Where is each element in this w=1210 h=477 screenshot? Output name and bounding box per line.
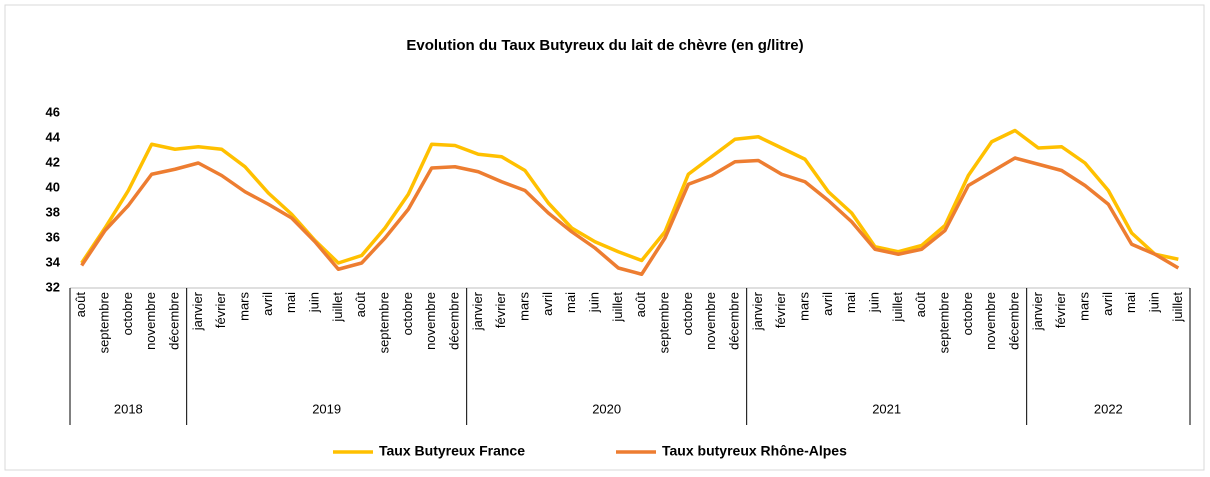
x-tick-label: mars <box>516 292 531 321</box>
y-tick-label: 38 <box>46 204 60 219</box>
x-tick-label: février <box>493 291 508 328</box>
x-tick-label: juin <box>866 292 881 313</box>
x-tick-label: avril <box>820 292 835 316</box>
y-tick-label: 34 <box>46 254 61 269</box>
chart-border <box>4 4 1205 471</box>
year-label: 2018 <box>114 401 143 416</box>
x-tick-label: février <box>1053 291 1068 328</box>
x-tick-label: août <box>73 292 88 318</box>
year-label: 2021 <box>872 401 901 416</box>
x-tick-label: octobre <box>680 292 695 335</box>
x-tick-label: mars <box>236 292 251 321</box>
y-tick-label: 40 <box>46 179 60 194</box>
x-tick-label: février <box>773 291 788 328</box>
x-tick-label: avril <box>540 292 555 316</box>
x-tick-label: mai <box>843 292 858 313</box>
year-label: 2020 <box>592 401 621 416</box>
y-tick-label: 46 <box>46 104 60 119</box>
x-tick-label: décembre <box>1006 292 1021 350</box>
x-tick-label: mai <box>283 292 298 313</box>
x-tick-label: mai <box>1123 292 1138 313</box>
x-tick-label: octobre <box>120 292 135 335</box>
year-label: 2019 <box>312 401 341 416</box>
year-label: 2022 <box>1094 401 1123 416</box>
x-tick-label: mars <box>1076 292 1091 321</box>
y-tick-label: 36 <box>46 229 60 244</box>
x-tick-label: janvier <box>1030 291 1045 331</box>
x-tick-label: novembre <box>983 292 998 350</box>
x-tick-label: août <box>913 292 928 318</box>
x-tick-label: avril <box>260 292 275 316</box>
x-tick-label: septembre <box>96 292 111 353</box>
x-tick-label: novembre <box>143 292 158 350</box>
x-tick-label: novembre <box>703 292 718 350</box>
x-tick-label: septembre <box>656 292 671 353</box>
x-tick-label: décembre <box>446 292 461 350</box>
legend-label: Taux butyreux Rhône-Alpes <box>662 443 847 459</box>
x-tick-label: décembre <box>166 292 181 350</box>
x-tick-label: janvier <box>470 291 485 331</box>
series-line <box>80 156 1180 276</box>
y-tick-label: 42 <box>46 154 60 169</box>
x-tick-label: juin <box>586 292 601 313</box>
x-tick-label: juin <box>1146 292 1161 313</box>
x-tick-label: juillet <box>610 292 625 323</box>
x-tick-label: novembre <box>423 292 438 350</box>
legend-label: Taux Butyreux France <box>379 443 525 459</box>
x-tick-label: février <box>213 291 228 328</box>
x-tick-label: août <box>633 292 648 318</box>
y-tick-label: 44 <box>46 129 61 144</box>
chart-title: Evolution du Taux Butyreux du lait de ch… <box>406 37 803 54</box>
x-tick-label: août <box>353 292 368 318</box>
x-tick-label: juillet <box>1170 292 1185 323</box>
x-tick-label: janvier <box>750 291 765 331</box>
x-tick-label: décembre <box>726 292 741 350</box>
x-tick-label: septembre <box>936 292 951 353</box>
x-tick-label: juin <box>306 292 321 313</box>
x-tick-label: mai <box>563 292 578 313</box>
series-line <box>80 128 1179 265</box>
y-tick-label: 32 <box>46 279 60 294</box>
x-tick-label: avril <box>1100 292 1115 316</box>
x-tick-label: juillet <box>890 292 905 323</box>
x-tick-label: octobre <box>960 292 975 335</box>
x-tick-label: janvier <box>190 291 205 331</box>
x-tick-label: octobre <box>400 292 415 335</box>
x-tick-label: septembre <box>376 292 391 353</box>
x-tick-label: juillet <box>330 292 345 323</box>
x-tick-label: mars <box>796 292 811 321</box>
